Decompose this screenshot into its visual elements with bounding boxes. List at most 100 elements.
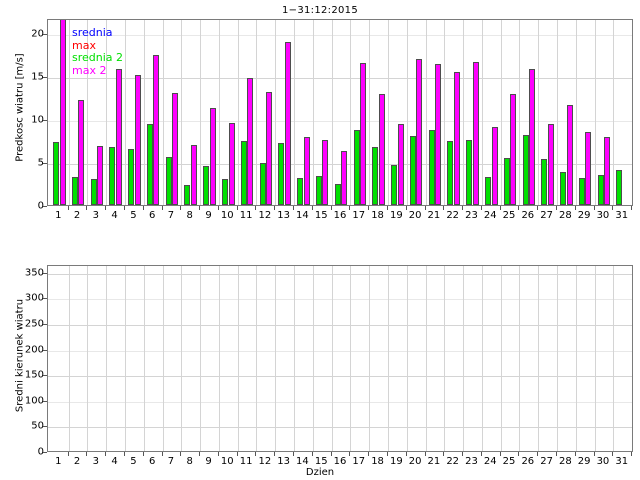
x-tick-label: 1 bbox=[55, 210, 62, 221]
x-tick-mark bbox=[518, 452, 519, 456]
bar-max-2-day-19 bbox=[397, 123, 404, 205]
bar-srednia-2-day-10 bbox=[222, 179, 229, 205]
x-tick-label: 8 bbox=[186, 456, 193, 467]
y-tick-label: 350 bbox=[24, 267, 44, 279]
gridline-vertical bbox=[181, 266, 182, 451]
x-tick-label: 26 bbox=[521, 210, 535, 221]
x-tick-label: 27 bbox=[540, 210, 553, 221]
bar-max-2-day-11 bbox=[247, 78, 254, 205]
bar-max-2-day-29 bbox=[585, 132, 592, 205]
bar-srednia-2-day-11 bbox=[240, 140, 247, 205]
x-tick-label: 2 bbox=[73, 456, 81, 467]
x-tick-label: 5 bbox=[130, 210, 137, 221]
bar-srednia-2-day-8 bbox=[184, 185, 191, 205]
x-tick-mark bbox=[500, 452, 501, 456]
x-tick-label: 4 bbox=[111, 210, 118, 221]
bar-max-2-day-5 bbox=[134, 75, 141, 205]
y-tick-label: 100 bbox=[24, 395, 44, 407]
x-tick-mark bbox=[556, 452, 557, 456]
wind-direction-x-tick-labels: 1 2 3 4 5 6 7 8 9 10 11 12 13 14 15 16 17 18 19 20 21 22 23 24 2… bbox=[0, 245, 640, 480]
legend-entry-max-2: max 2 bbox=[72, 63, 107, 77]
y-tick-mark bbox=[43, 77, 47, 78]
x-tick-mark bbox=[462, 206, 463, 210]
x-tick-mark bbox=[68, 452, 69, 456]
bar-srednia-2-day-12 bbox=[259, 162, 266, 205]
y-tick-mark bbox=[43, 452, 47, 453]
gridline-vertical bbox=[313, 266, 314, 451]
x-tick-mark bbox=[293, 206, 294, 210]
gridline-vertical bbox=[69, 20, 70, 205]
y-tick-mark bbox=[43, 34, 47, 35]
x-tick-mark bbox=[124, 206, 125, 210]
bar-max-2-day-26 bbox=[529, 68, 536, 205]
y-tick-mark bbox=[43, 401, 47, 402]
bar-max-2-day-18 bbox=[378, 94, 385, 205]
bar-max-2-day-1 bbox=[59, 20, 66, 205]
x-tick-mark bbox=[387, 206, 388, 210]
gridline-vertical bbox=[200, 266, 201, 451]
gridline-vertical bbox=[275, 266, 276, 451]
bar-max-2-day-25 bbox=[510, 94, 517, 205]
gridline-horizontal bbox=[48, 164, 632, 165]
x-tick-label: 20 bbox=[408, 210, 422, 221]
bar-srednia-2-day-26 bbox=[522, 134, 529, 205]
bar-srednia-2-day-13 bbox=[278, 143, 285, 205]
y-tick-label: 150 bbox=[24, 369, 44, 381]
wind-direction-y-tick-labels: 0 50 100 150 200 250 300 350 bbox=[0, 245, 47, 480]
gridline-horizontal bbox=[48, 376, 632, 377]
y-tick-mark bbox=[43, 206, 47, 207]
gridline-vertical bbox=[613, 266, 614, 451]
gridline-vertical bbox=[388, 20, 389, 205]
x-tick-label: 6 bbox=[148, 456, 156, 467]
bar-srednia-2-day-9 bbox=[203, 165, 210, 205]
bar-max-2-day-6 bbox=[153, 54, 160, 205]
x-tick-label: 9 bbox=[205, 456, 212, 467]
gridline-vertical bbox=[576, 266, 577, 451]
bar-srednia-2-day-21 bbox=[428, 130, 435, 205]
bar-srednia-2-day-1 bbox=[53, 142, 60, 205]
bar-max-2-day-21 bbox=[435, 64, 442, 205]
gridline-horizontal bbox=[48, 274, 632, 275]
x-tick-label: 28 bbox=[559, 210, 572, 221]
gridline-vertical bbox=[87, 20, 88, 205]
x-tick-label: 22 bbox=[446, 456, 460, 467]
x-tick-label: 19 bbox=[389, 210, 403, 221]
gridline-vertical bbox=[595, 266, 596, 451]
x-tick-label: 29 bbox=[577, 210, 591, 221]
gridline-vertical bbox=[350, 20, 351, 205]
x-tick-mark bbox=[612, 206, 613, 210]
gridline-horizontal bbox=[48, 351, 632, 352]
gridline-vertical bbox=[275, 20, 276, 205]
x-tick-label: 1 bbox=[55, 456, 62, 467]
bar-srednia-2-day-27 bbox=[541, 158, 548, 205]
x-tick-mark bbox=[575, 206, 576, 210]
x-tick-mark bbox=[312, 452, 313, 456]
y-tick-label: 15 bbox=[31, 71, 44, 83]
x-tick-mark bbox=[199, 206, 200, 210]
gridline-vertical bbox=[426, 20, 427, 205]
bar-max-2-day-22 bbox=[453, 72, 460, 205]
gridline-vertical bbox=[519, 20, 520, 205]
x-tick-label: 24 bbox=[483, 210, 497, 221]
gridline-vertical bbox=[501, 266, 502, 451]
y-tick-label: 10 bbox=[31, 114, 44, 126]
y-tick-label: 5 bbox=[37, 157, 44, 169]
x-tick-label: 3 bbox=[92, 456, 100, 467]
gridline-vertical bbox=[613, 20, 614, 205]
bar-srednia-2-day-23 bbox=[466, 139, 473, 205]
x-tick-mark bbox=[612, 452, 613, 456]
gridline-vertical bbox=[313, 20, 314, 205]
x-tick-mark bbox=[143, 452, 144, 456]
gridline-vertical bbox=[426, 266, 427, 451]
x-tick-mark bbox=[368, 452, 369, 456]
wind-speed-plot-area bbox=[47, 19, 633, 206]
gridline-vertical bbox=[69, 266, 70, 451]
gridline-vertical bbox=[463, 20, 464, 205]
bar-max-2-day-9 bbox=[209, 108, 216, 205]
x-tick-mark bbox=[274, 206, 275, 210]
gridline-vertical bbox=[238, 266, 239, 451]
bar-max-2-day-20 bbox=[416, 59, 423, 205]
gridline-vertical bbox=[350, 266, 351, 451]
x-tick-label: 18 bbox=[371, 210, 384, 221]
